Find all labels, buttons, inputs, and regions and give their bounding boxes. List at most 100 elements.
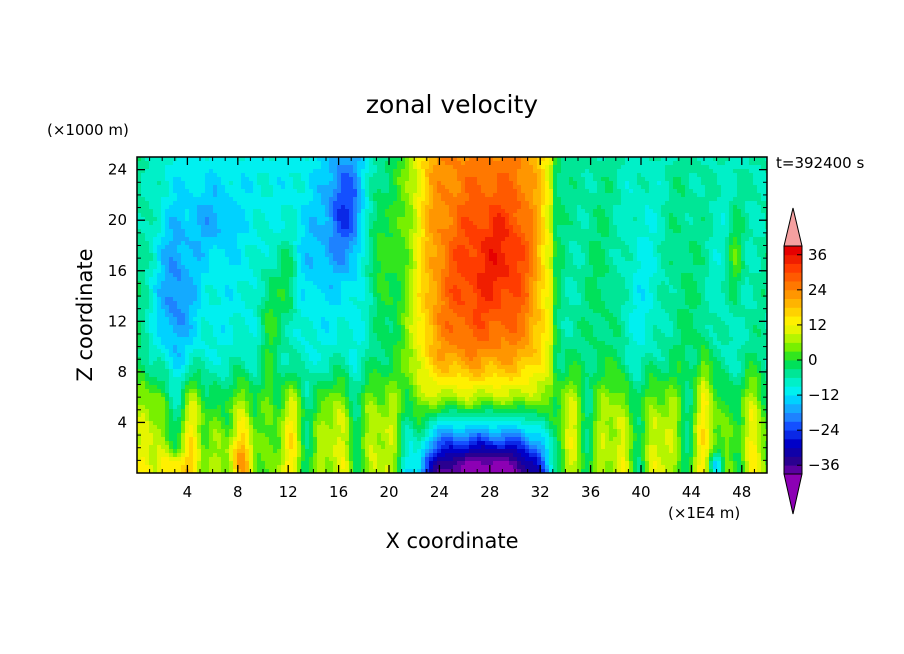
heatmap-cell [661,221,666,226]
heatmap-cell [753,197,758,202]
heatmap-cell [337,281,342,286]
heatmap-cell [697,161,702,166]
heatmap-cell [601,269,606,274]
heatmap-cell [401,181,406,186]
heatmap-cell [709,189,714,194]
heatmap-cell [245,253,250,258]
heatmap-cell [745,173,750,178]
heatmap-cell [429,237,434,242]
heatmap-cell [589,225,594,230]
heatmap-cell [233,241,238,246]
heatmap-cell [293,169,298,174]
heatmap-cell [629,189,634,194]
heatmap-cell [725,269,730,274]
heatmap-cell [185,165,190,170]
heatmap-cell [441,261,446,266]
heatmap-cell [185,229,190,234]
heatmap-cell [561,165,566,170]
heatmap-cell [369,173,374,178]
heatmap-cell [461,185,466,190]
heatmap-cell [665,273,670,278]
heatmap-cell [233,205,238,210]
heatmap-cell [509,213,514,218]
heatmap-cell [145,193,150,198]
heatmap-cell [581,237,586,242]
heatmap-cell [565,261,570,266]
heatmap-cell [461,201,466,206]
heatmap-cell [397,209,402,214]
heatmap-cell [305,257,310,262]
heatmap-cell [745,237,750,242]
heatmap-cell [221,157,226,162]
heatmap-cell [253,165,258,170]
heatmap-cell [445,169,450,174]
heatmap-cell [233,257,238,262]
heatmap-cell [473,277,478,282]
heatmap-cell [637,225,642,230]
heatmap-cell [377,169,382,174]
heatmap-cell [541,181,546,186]
heatmap-cell [185,237,190,242]
heatmap-cell [513,177,518,182]
heatmap-cell [677,193,682,198]
heatmap-cell [749,157,754,162]
heatmap-cell [753,245,758,250]
heatmap-cell [537,193,542,198]
heatmap-cell [733,177,738,182]
heatmap-cell [245,165,250,170]
heatmap-cell [685,273,690,278]
heatmap-cell [753,189,758,194]
heatmap-cell [549,185,554,190]
heatmap-cell [641,213,646,218]
heatmap-cell [137,177,142,182]
heatmap-cell [705,253,710,258]
heatmap-cell [485,273,490,278]
heatmap-cell [425,161,430,166]
heatmap-cell [373,205,378,210]
heatmap-cell [213,217,218,222]
heatmap-cell [257,245,262,250]
heatmap-cell [201,281,206,286]
heatmap-cell [589,273,594,278]
heatmap-cell [213,261,218,266]
heatmap-cell [157,241,162,246]
heatmap-cell [545,253,550,258]
heatmap-cell [449,265,454,270]
heatmap-cell [437,225,442,230]
heatmap-cell [245,173,250,178]
heatmap-cell [561,253,566,258]
heatmap-cell [573,249,578,254]
heatmap-cell [629,185,634,190]
heatmap-cell [713,209,718,214]
heatmap-cell [153,249,158,254]
heatmap-cell [685,213,690,218]
heatmap-cell [697,245,702,250]
heatmap-cell [637,273,642,278]
heatmap-cell [757,177,762,182]
heatmap-cell [449,221,454,226]
heatmap-cell [517,233,522,238]
heatmap-cell [401,249,406,254]
heatmap-cell [297,221,302,226]
heatmap-cell [441,257,446,262]
heatmap-cell [289,193,294,198]
heatmap-cell [425,189,430,194]
heatmap-cell [213,185,218,190]
heatmap-cell [733,257,738,262]
heatmap-cell [309,165,314,170]
heatmap-cell [437,189,442,194]
heatmap-cell [757,241,762,246]
heatmap-cell [561,245,566,250]
heatmap-cell [553,213,558,218]
heatmap-cell [529,217,534,222]
heatmap-cell [581,273,586,278]
heatmap-cell [633,257,638,262]
heatmap-cell [653,277,658,282]
heatmap-cell [437,221,442,226]
heatmap-cell [293,213,298,218]
heatmap-cell [485,197,490,202]
heatmap-cell [597,181,602,186]
heatmap-cell [225,189,230,194]
heatmap-cell [169,197,174,202]
heatmap-cell [641,277,646,282]
